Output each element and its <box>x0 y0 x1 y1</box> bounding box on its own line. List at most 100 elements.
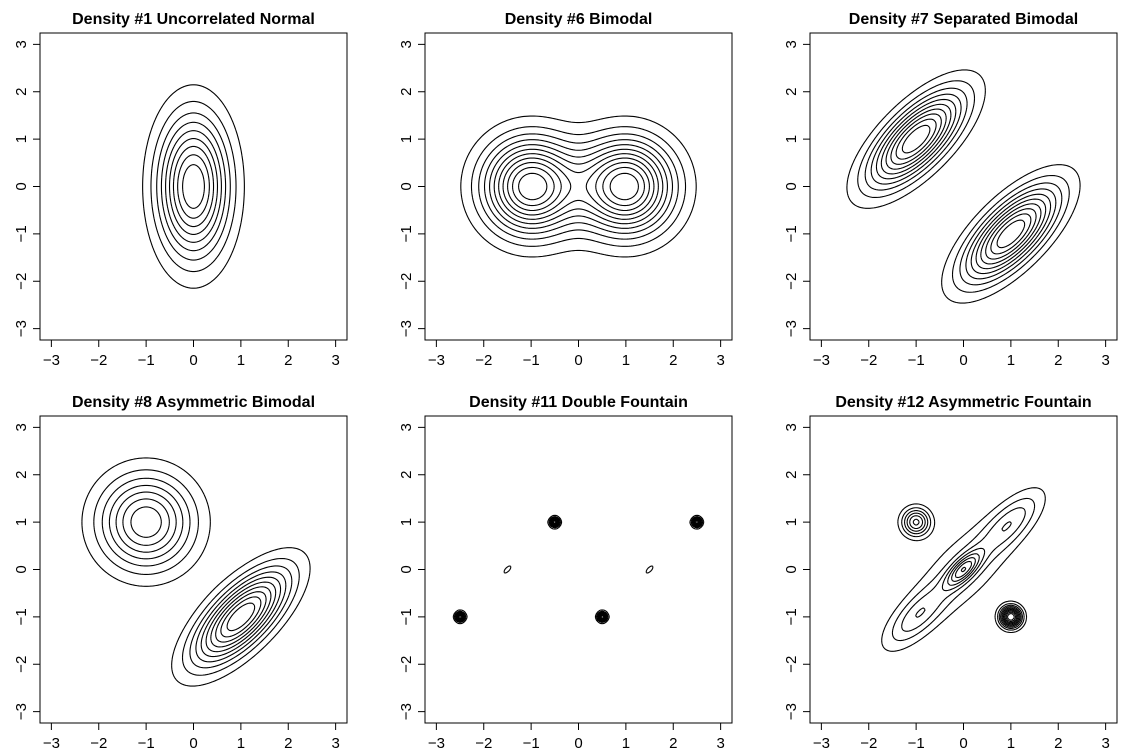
x-axis: −3 −2 −1 0 1 2 3 <box>813 339 1110 369</box>
contour-level-1 <box>81 457 311 687</box>
x-axis: −3 −2 −1 0 1 2 3 <box>43 339 340 369</box>
chart-title: Density #12 Asymmetric Fountain <box>835 394 1091 411</box>
contour-level-7 <box>885 108 1042 265</box>
x-tick-label: −1 <box>523 735 540 749</box>
y-tick-label: −2 <box>13 273 30 290</box>
contour-level-7 <box>954 560 1019 625</box>
contour-lines <box>846 69 1081 304</box>
x-tick-label: −3 <box>813 735 830 749</box>
x-tick-label: −1 <box>908 352 925 369</box>
x-tick-label: −2 <box>475 735 492 749</box>
y-tick-label: −3 <box>13 703 30 720</box>
contour-level-4 <box>483 139 674 234</box>
y-tick-label: −3 <box>13 320 30 337</box>
contour-level-6 <box>912 518 1020 626</box>
x-axis: −3 −2 −1 0 1 2 3 <box>813 722 1110 749</box>
contour-level-5 <box>875 98 1052 275</box>
x-tick-label: 3 <box>716 352 724 369</box>
x-axis: −3 −2 −1 0 1 2 3 <box>428 722 725 749</box>
x-tick-label: 1 <box>237 352 245 369</box>
contour-level-3 <box>864 87 1063 286</box>
x-tick-label: 1 <box>237 735 245 749</box>
y-tick-label: −3 <box>398 703 415 720</box>
y-tick-label: 3 <box>398 423 415 431</box>
contour-level-9 <box>220 596 262 638</box>
y-tick-label: 0 <box>398 182 415 190</box>
contour-level-2 <box>93 469 300 676</box>
x-tick-label: −3 <box>43 735 60 749</box>
x-tick-label: 2 <box>669 735 677 749</box>
contour-level-1 <box>460 115 697 258</box>
contour-level-6 <box>493 148 664 225</box>
y-tick-label: 3 <box>783 40 800 48</box>
x-tick-label: 0 <box>574 735 582 749</box>
x-tick-label: 2 <box>1054 352 1062 369</box>
y-tick-label: 3 <box>13 40 30 48</box>
contour-level-5 <box>909 515 1021 627</box>
panel-2: Density #6 Bimodal −3 −2 −1 0 1 2 3 −3 −2 −1 0 1 2 3 <box>398 11 733 369</box>
contour-level-1 <box>881 487 1046 652</box>
y-axis: −3 −2 −1 0 1 2 3 <box>398 423 425 720</box>
y-tick-label: −2 <box>398 273 415 290</box>
y-tick-label: 2 <box>783 88 800 96</box>
contour-level-2 <box>470 126 687 247</box>
chart-title: Density #8 Asymmetric Bimodal <box>72 394 315 411</box>
y-axis: −3 −2 −1 0 1 2 3 <box>13 40 40 337</box>
y-tick-label: −3 <box>783 320 800 337</box>
panel-6: Density #12 Asymmetric Fountain −3 −2 −1 0 1 2… <box>783 394 1118 749</box>
y-tick-label: −2 <box>13 656 30 673</box>
y-tick-label: 2 <box>13 471 30 479</box>
contour-level-1 <box>846 69 1081 304</box>
panel-1: Density #1 Uncorrelated Normal −3 −2 −1 0 1 2 3… <box>13 11 348 369</box>
contour-level-2 <box>891 497 1036 642</box>
contour-level-9 <box>1005 611 1016 622</box>
y-axis: −3 −2 −1 0 1 2 3 <box>783 40 810 337</box>
y-tick-label: 0 <box>783 182 800 190</box>
y-tick-label: 2 <box>13 88 30 96</box>
x-tick-label: 3 <box>716 735 724 749</box>
contour-level-4 <box>870 93 1057 280</box>
x-tick-label: 2 <box>669 352 677 369</box>
x-tick-label: −3 <box>428 735 445 749</box>
x-tick-label: 3 <box>1101 352 1109 369</box>
contour-lines <box>81 457 311 687</box>
y-tick-label: −1 <box>783 608 800 625</box>
y-tick-label: 0 <box>13 565 30 573</box>
x-axis: −3 −2 −1 0 1 2 3 <box>43 722 340 749</box>
contour-level-8 <box>960 566 1018 624</box>
contour-level-3 <box>156 112 231 261</box>
y-tick-label: −3 <box>783 703 800 720</box>
x-tick-label: 1 <box>622 352 630 369</box>
y-tick-label: 1 <box>13 135 30 143</box>
y-tick-label: 2 <box>398 88 415 96</box>
contour-level-5 <box>489 144 668 229</box>
x-tick-label: 2 <box>284 735 292 749</box>
contour-level-6 <box>880 103 1047 270</box>
x-tick-label: −2 <box>860 735 877 749</box>
y-tick-label: −1 <box>398 608 415 625</box>
chart-title: Density #7 Separated Bimodal <box>849 11 1078 28</box>
x-tick-label: 2 <box>284 352 292 369</box>
contour-level-10 <box>458 520 699 619</box>
chart-title: Density #6 Bimodal <box>505 11 653 28</box>
x-tick-label: −2 <box>90 735 107 749</box>
contour-level-4 <box>108 484 287 663</box>
x-axis: −3 −2 −1 0 1 2 3 <box>428 339 725 369</box>
x-tick-label: −1 <box>523 352 540 369</box>
contour-level-7 <box>498 153 659 220</box>
contour-level-1 <box>452 514 705 625</box>
y-tick-label: 3 <box>13 423 30 431</box>
contour-level-7 <box>130 506 272 648</box>
contour-level-3 <box>478 133 679 240</box>
y-tick-label: −1 <box>398 225 415 242</box>
x-tick-label: −1 <box>138 352 155 369</box>
x-tick-label: −3 <box>43 352 60 369</box>
x-tick-label: 3 <box>1101 735 1109 749</box>
contour-level-3 <box>901 507 1026 632</box>
y-tick-label: −3 <box>398 320 415 337</box>
x-tick-label: −2 <box>475 352 492 369</box>
contour-lines <box>460 115 697 258</box>
y-tick-label: 3 <box>398 40 415 48</box>
x-tick-label: 0 <box>189 352 197 369</box>
contour-level-9 <box>895 118 1032 255</box>
